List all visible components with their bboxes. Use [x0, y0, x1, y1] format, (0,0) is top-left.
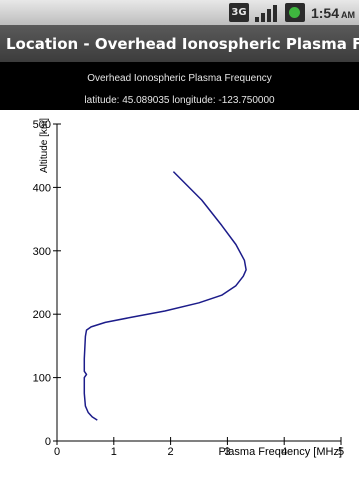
signal-strength-icon: [254, 4, 279, 22]
x-tick-label-3: 3: [224, 446, 230, 458]
y-tick-label-4: 400: [33, 182, 51, 194]
y-tick-label-1: 100: [33, 373, 51, 385]
y-tick-label-3: 300: [33, 246, 51, 258]
app-title: Location - Overhead Ionospheric Plasma F…: [6, 34, 359, 53]
battery-icon: [284, 3, 305, 22]
3g-network-icon: 3G: [228, 3, 249, 22]
y-tick-label-2: 200: [33, 309, 51, 321]
x-axis-label: Plasma Frequency [MHz]: [219, 446, 342, 458]
clock-ampm: AM: [341, 9, 355, 20]
chart-title: Overhead Ionospheric Plasma Frequency: [87, 73, 272, 84]
x-tick-label-4: 4: [281, 446, 287, 458]
x-tick-label-0: 0: [54, 446, 60, 458]
y-axis-label: Altitude [km]: [39, 118, 50, 173]
x-tick-label-5: 5: [338, 446, 344, 458]
chart-svg: 0 1 2 3 4 5 0 100 200 300 400 500 Plasma Frequency […: [33, 118, 344, 458]
network-type-label: 3G: [231, 7, 247, 18]
y-tick-label-0: 0: [45, 436, 51, 448]
app-title-bar: Location - Overhead Ionospheric Plasma F…: [0, 25, 359, 62]
plasma-frequency-chart: 0 1 2 3 4 5 0 100 200 300 400 500 Plasma Frequency […: [0, 110, 359, 488]
location-coordinates: latitude: 45.089035 longitude: -123.7500…: [84, 95, 275, 106]
x-tick-label-1: 1: [111, 446, 117, 458]
plasma-frequency-curve-0: [83, 171, 247, 421]
clock-time: 1:54: [310, 4, 339, 21]
status-bar: 3G 1:54 AM: [0, 0, 359, 25]
y-tick-label-5: 500: [33, 119, 51, 131]
x-tick-label-2: 2: [168, 446, 174, 458]
chart-header: Overhead Ionospheric Plasma Frequency la…: [0, 62, 359, 110]
